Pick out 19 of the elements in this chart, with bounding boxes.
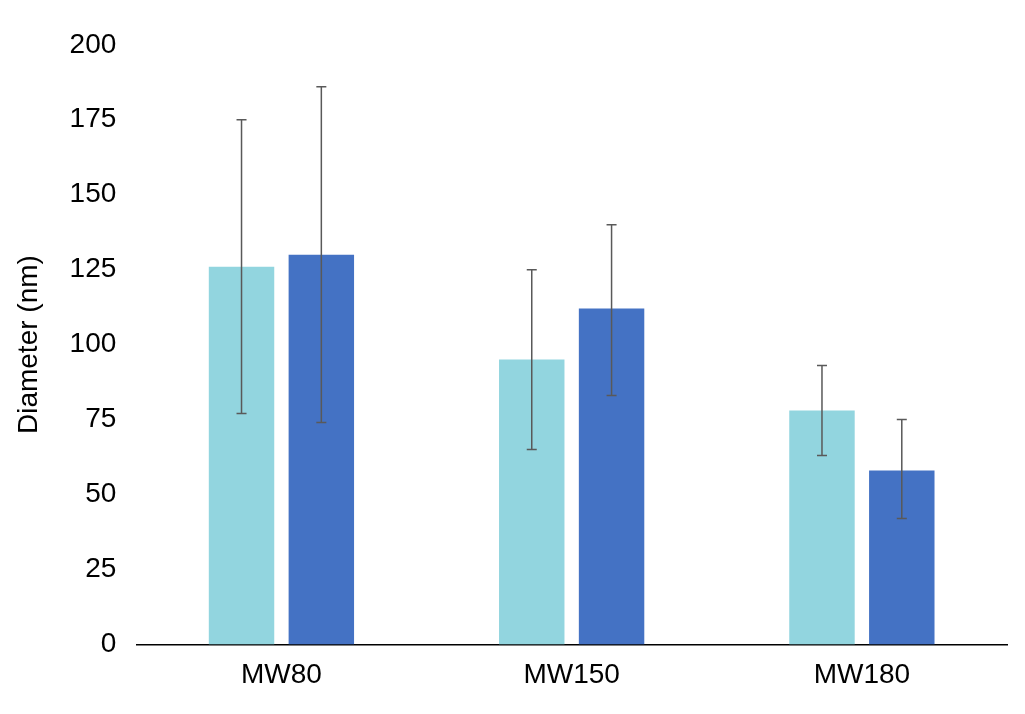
y-tick-label: 75	[85, 402, 117, 434]
bar	[499, 359, 565, 645]
x-tick-label: MW180	[813, 657, 911, 689]
y-tick-label: 125	[69, 252, 117, 284]
bar	[288, 254, 355, 645]
y-tick-label: 100	[69, 327, 117, 359]
y-tick-label: 200	[69, 27, 117, 59]
bar	[869, 470, 935, 645]
bar	[789, 410, 855, 645]
x-tick-label: MW80	[240, 657, 322, 689]
y-tick-label: 150	[69, 177, 117, 209]
y-axis-title: Diameter (nm)	[11, 255, 43, 435]
y-tick-label: 25	[85, 552, 117, 584]
y-tick-label: 175	[69, 102, 117, 134]
bar	[578, 308, 645, 645]
bar	[208, 266, 275, 645]
x-tick-label: MW150	[523, 657, 620, 689]
y-tick-label: 0	[100, 627, 117, 659]
y-tick-label: 50	[85, 477, 117, 509]
